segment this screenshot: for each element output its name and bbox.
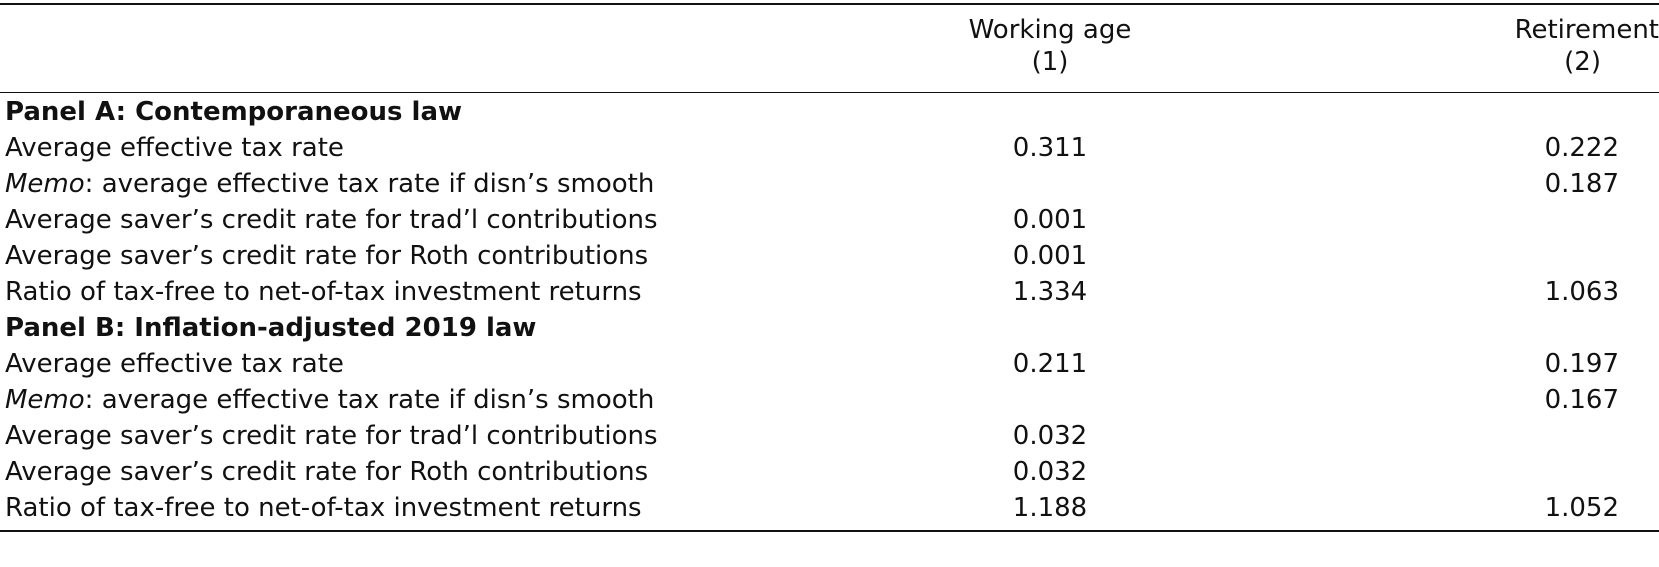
- row-label: Ratio of tax-free to net-of-tax investme…: [5, 277, 642, 307]
- working-age-value: 0.001: [1012, 205, 1088, 235]
- working-age-value: 0.032: [1012, 421, 1088, 451]
- column-number: (2): [1564, 47, 1601, 77]
- table-row: Average saver’s credit rate for Roth con…: [0, 454, 1659, 490]
- working-age-value: 0.311: [1012, 133, 1088, 163]
- bottom-rule: [0, 530, 1659, 532]
- retirement-value: 1.052: [1544, 493, 1619, 523]
- table-row: Average effective tax rate 0.211 0.197: [0, 346, 1659, 382]
- retirement-value: 0.197: [1544, 349, 1619, 379]
- panel-heading: Panel B: Inflation-adjusted 2019 law: [0, 310, 1659, 346]
- row-label: Ratio of tax-free to net-of-tax investme…: [5, 493, 642, 523]
- row-label: Average saver’s credit rate for Roth con…: [5, 241, 649, 271]
- retirement-value: 1.063: [1544, 277, 1619, 307]
- working-age-value: 0.001: [1012, 241, 1088, 271]
- row-label: Average effective tax rate: [5, 349, 344, 379]
- panel-heading: Panel A: Contemporaneous law: [0, 94, 1659, 130]
- working-age-value: 1.334: [1012, 277, 1088, 307]
- retirement-value: 0.187: [1544, 169, 1619, 199]
- working-age-value: 0.211: [1012, 349, 1088, 379]
- working-age-value: 0.032: [1012, 457, 1088, 487]
- column-title: Retirement: [1514, 15, 1659, 45]
- row-label: Average saver’s credit rate for trad’l c…: [5, 421, 658, 451]
- column-header-retirement: Retirement (2): [1430, 14, 1659, 78]
- table-row: Average effective tax rate 0.311 0.222: [0, 130, 1659, 166]
- table-row: Average saver’s credit rate for Roth con…: [0, 238, 1659, 274]
- table-row: Average saver’s credit rate for trad’l c…: [0, 202, 1659, 238]
- row-label-text: : average effective tax rate if disn’s s…: [84, 385, 655, 415]
- table-row: Average saver’s credit rate for trad’l c…: [0, 418, 1659, 454]
- table-row: Ratio of tax-free to net-of-tax investme…: [0, 274, 1659, 310]
- working-age-value: 1.188: [1012, 493, 1088, 523]
- row-label: Memo: average effective tax rate if disn…: [5, 382, 654, 418]
- table-row: Memo: average effective tax rate if disn…: [0, 382, 1659, 418]
- table-row: Ratio of tax-free to net-of-tax investme…: [0, 490, 1659, 526]
- row-label: Average saver’s credit rate for Roth con…: [5, 457, 649, 487]
- row-label: Average saver’s credit rate for trad’l c…: [5, 205, 658, 235]
- panel-title: Panel A: Contemporaneous law: [5, 97, 463, 127]
- row-label: Memo: average effective tax rate if disn…: [5, 166, 654, 202]
- row-label: Average effective tax rate: [5, 133, 344, 163]
- column-number: (1): [1031, 47, 1069, 77]
- row-label-text: : average effective tax rate if disn’s s…: [84, 169, 655, 199]
- memo-prefix: Memo: [5, 169, 85, 199]
- retirement-value: 0.222: [1544, 133, 1619, 163]
- column-title: Working age: [968, 15, 1132, 45]
- panel-title: Panel B: Inflation-adjusted 2019 law: [5, 313, 537, 343]
- column-header-working-age: Working age (1): [900, 14, 1200, 78]
- top-rule: [0, 3, 1659, 5]
- retirement-value: 0.167: [1544, 385, 1619, 415]
- memo-prefix: Memo: [5, 385, 85, 415]
- header-rule: [0, 92, 1659, 93]
- table-row: Memo: average effective tax rate if disn…: [0, 166, 1659, 202]
